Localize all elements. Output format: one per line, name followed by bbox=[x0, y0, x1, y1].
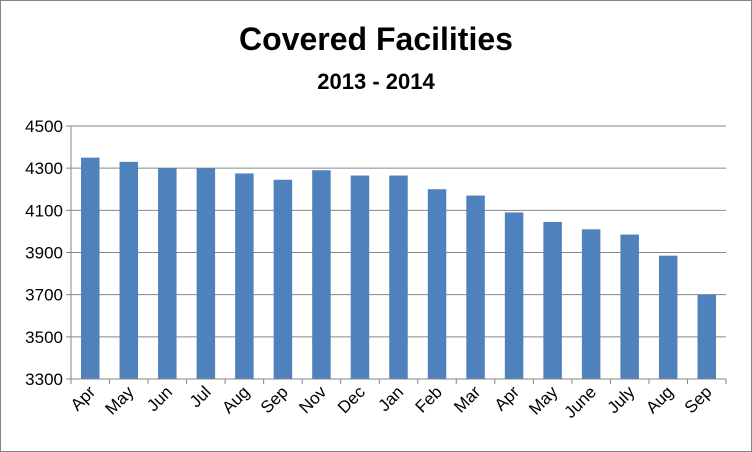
bar bbox=[581, 229, 601, 379]
x-tick-label: Apr bbox=[491, 382, 523, 414]
x-tick-label: May bbox=[101, 382, 137, 418]
bar bbox=[504, 212, 524, 379]
x-tick-label: Aug bbox=[218, 382, 253, 417]
x-tick-label: June bbox=[560, 382, 600, 422]
bars bbox=[81, 157, 716, 379]
y-tick-label: 3500 bbox=[25, 328, 63, 347]
y-tick-label: 3900 bbox=[25, 244, 63, 263]
bar bbox=[658, 255, 678, 379]
bar bbox=[350, 175, 370, 379]
y-tick-label: 4300 bbox=[25, 159, 63, 178]
x-tick-label: Feb bbox=[412, 382, 446, 416]
x-tick-label: Apr bbox=[67, 382, 99, 414]
bar bbox=[158, 168, 177, 379]
x-tick-label: Sep bbox=[681, 382, 716, 417]
x-tick-label: Nov bbox=[295, 382, 330, 417]
bar bbox=[466, 195, 485, 379]
bar bbox=[235, 173, 254, 379]
bar bbox=[273, 179, 293, 379]
bar bbox=[697, 294, 716, 379]
y-tick-label: 4100 bbox=[25, 201, 63, 220]
bar bbox=[312, 170, 331, 379]
x-tick-label: Jul bbox=[186, 382, 215, 411]
bar bbox=[543, 221, 562, 379]
y-tick-label: 4500 bbox=[25, 117, 63, 136]
bar bbox=[119, 161, 139, 379]
x-tick-label: Aug bbox=[642, 382, 677, 417]
chart-subtitle: 2013 - 2014 bbox=[317, 69, 435, 94]
bar bbox=[427, 189, 447, 379]
bar bbox=[389, 175, 408, 379]
y-tick-label: 3700 bbox=[25, 286, 63, 305]
x-tick-label: May bbox=[525, 382, 561, 418]
x-tick-label: Jan bbox=[375, 382, 408, 415]
x-tick-label: Sep bbox=[257, 382, 292, 417]
bar bbox=[81, 157, 100, 379]
bar bbox=[620, 234, 639, 379]
bar bbox=[196, 168, 216, 379]
x-tick-label: Jun bbox=[143, 382, 176, 415]
chart-title: Covered Facilities bbox=[239, 21, 513, 57]
x-tick-label: July bbox=[604, 382, 639, 417]
x-tick-label: Mar bbox=[450, 382, 484, 416]
x-tick-label: Dec bbox=[334, 382, 369, 417]
axes bbox=[66, 125, 727, 384]
y-tick-label: 3300 bbox=[25, 370, 63, 389]
